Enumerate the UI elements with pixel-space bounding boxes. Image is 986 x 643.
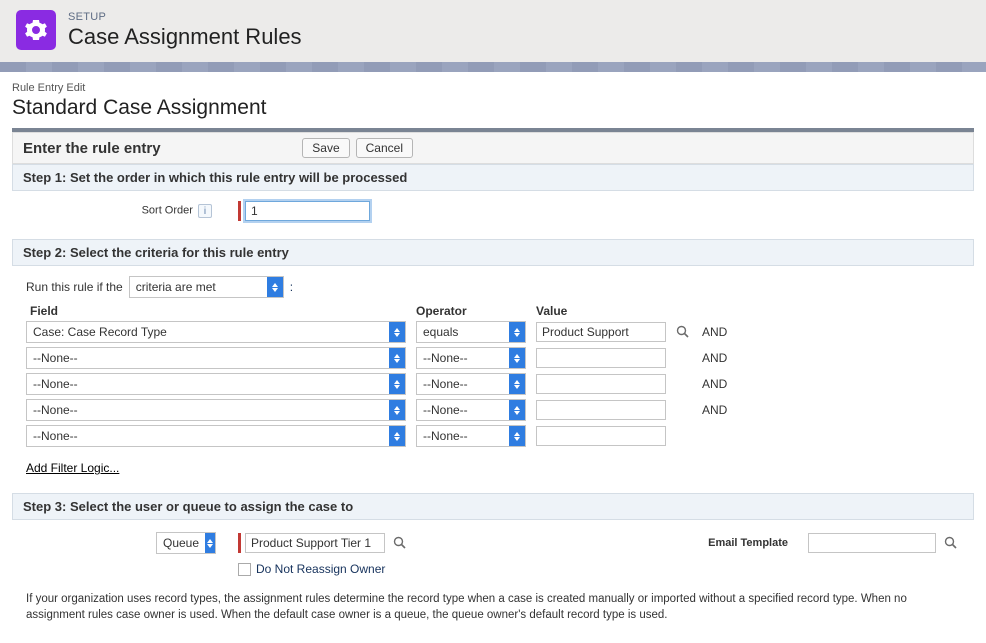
run-rule-prefix: Run this rule if the [26, 280, 123, 294]
chevron-updown-icon [509, 400, 525, 420]
value-input[interactable] [536, 374, 666, 394]
field-select-value: Case: Case Record Type [27, 325, 389, 339]
cancel-button[interactable]: Cancel [356, 138, 413, 158]
col-value-header: Value [536, 304, 676, 318]
field-select[interactable]: --None-- [26, 373, 406, 395]
chevron-updown-icon [205, 533, 215, 553]
pattern-divider [0, 62, 986, 72]
chevron-updown-icon [389, 322, 405, 342]
required-indicator [238, 533, 241, 553]
step3-body: Queue Email Template Do Not Reassign Own… [12, 520, 974, 584]
chevron-updown-icon [509, 348, 525, 368]
criteria-table: Field Operator Value Case: Case Record T… [26, 304, 960, 447]
operator-select-value: --None-- [417, 351, 509, 365]
field-select[interactable]: --None-- [26, 399, 406, 421]
chevron-updown-icon [389, 426, 405, 446]
value-input[interactable] [536, 348, 666, 368]
setup-header: SETUP Case Assignment Rules [0, 0, 986, 62]
colon-label: : [290, 280, 293, 294]
page-subtitle: Rule Entry Edit [12, 82, 974, 94]
page-title: Standard Case Assignment [12, 96, 974, 120]
email-template-input[interactable] [808, 533, 936, 553]
field-select[interactable]: --None-- [26, 425, 406, 447]
field-select[interactable]: --None-- [26, 347, 406, 369]
field-select-value: --None-- [27, 351, 389, 365]
condition-select-value: criteria are met [130, 280, 267, 294]
step3-header: Step 3: Select the user or queue to assi… [12, 493, 974, 520]
lookup-icon[interactable] [674, 323, 692, 341]
main-content: Rule Entry Edit Standard Case Assignment… [0, 72, 986, 643]
field-select-value: --None-- [27, 429, 389, 443]
step2-header: Step 2: Select the criteria for this rul… [12, 239, 974, 266]
lookup-icon[interactable] [391, 534, 409, 552]
operator-select[interactable]: --None-- [416, 347, 526, 369]
assignee-name-input[interactable] [245, 533, 385, 553]
operator-select-value: equals [417, 325, 509, 339]
header-eyebrow: SETUP [68, 11, 302, 23]
field-select-value: --None-- [27, 377, 389, 391]
rule-entry-label: Enter the rule entry [23, 140, 161, 157]
record-type-note: If your organization uses record types, … [12, 584, 974, 623]
operator-select-value: --None-- [417, 377, 509, 391]
add-filter-logic-link[interactable]: Add Filter Logic... [26, 461, 119, 475]
gear-icon [16, 10, 56, 50]
save-button[interactable]: Save [302, 138, 349, 158]
chevron-updown-icon [389, 400, 405, 420]
step1-body: Sort Order i [12, 191, 974, 239]
assignee-type-value: Queue [157, 536, 205, 550]
col-field-header: Field [26, 304, 416, 318]
criteria-row: --None-- --None-- [26, 425, 960, 447]
do-not-reassign-label: Do Not Reassign Owner [256, 562, 385, 576]
info-icon[interactable]: i [198, 204, 212, 218]
sort-order-label: Sort Order [142, 205, 193, 217]
chevron-updown-icon [267, 277, 283, 297]
chevron-updown-icon [509, 374, 525, 394]
chevron-updown-icon [509, 322, 525, 342]
criteria-row: Case: Case Record Type equals AND [26, 321, 960, 343]
operator-select[interactable]: --None-- [416, 373, 526, 395]
rule-entry-heading: Enter the rule entry Save Cancel [12, 132, 974, 164]
email-template-label: Email Template [708, 537, 788, 549]
assignee-type-select[interactable]: Queue [156, 532, 216, 554]
sort-order-input[interactable] [245, 201, 370, 221]
field-select[interactable]: Case: Case Record Type [26, 321, 406, 343]
value-input[interactable] [536, 400, 666, 420]
operator-select-value: --None-- [417, 429, 509, 443]
value-input[interactable] [536, 322, 666, 342]
field-select-value: --None-- [27, 403, 389, 417]
operator-select[interactable]: equals [416, 321, 526, 343]
operator-select[interactable]: --None-- [416, 425, 526, 447]
step2-body: Run this rule if the criteria are met : … [12, 266, 974, 493]
operator-select[interactable]: --None-- [416, 399, 526, 421]
and-label: AND [702, 377, 727, 391]
chevron-updown-icon [509, 426, 525, 446]
chevron-updown-icon [389, 374, 405, 394]
required-indicator [238, 201, 241, 221]
criteria-row: --None-- --None-- AND [26, 347, 960, 369]
condition-select[interactable]: criteria are met [129, 276, 284, 298]
col-operator-header: Operator [416, 304, 536, 318]
and-label: AND [702, 325, 727, 339]
criteria-row: --None-- --None-- AND [26, 399, 960, 421]
step1-header: Step 1: Set the order in which this rule… [12, 164, 974, 191]
lookup-icon[interactable] [942, 534, 960, 552]
and-label: AND [702, 403, 727, 417]
do-not-reassign-checkbox[interactable] [238, 563, 251, 576]
value-input[interactable] [536, 426, 666, 446]
and-label: AND [702, 351, 727, 365]
criteria-row: --None-- --None-- AND [26, 373, 960, 395]
header-title: Case Assignment Rules [68, 24, 302, 50]
operator-select-value: --None-- [417, 403, 509, 417]
chevron-updown-icon [389, 348, 405, 368]
